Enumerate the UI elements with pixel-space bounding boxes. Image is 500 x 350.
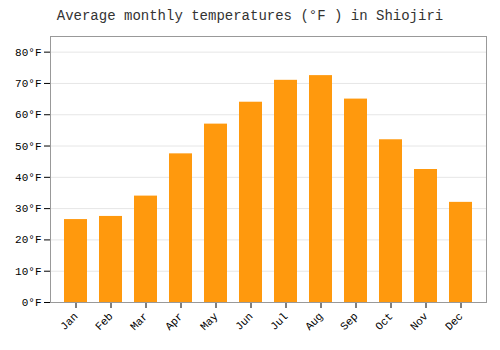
svg-text:Mar: Mar — [128, 310, 150, 332]
svg-text:Jun: Jun — [233, 310, 255, 332]
svg-text:80°F: 80°F — [15, 47, 41, 59]
svg-text:0°F: 0°F — [22, 297, 42, 309]
svg-text:Jan: Jan — [58, 310, 80, 332]
svg-text:30°F: 30°F — [15, 203, 41, 215]
html-text:Average monthly temperatures (: Average monthly temperatures (°F ) in Sh… — [56, 8, 444, 24]
svg-text:40°F: 40°F — [15, 172, 41, 184]
svg-text:Dec: Dec — [443, 310, 465, 332]
svg-text:60°F: 60°F — [15, 109, 41, 121]
svg-text:70°F: 70°F — [15, 78, 41, 90]
svg-text:10°F: 10°F — [15, 266, 41, 278]
svg-text:Jul: Jul — [268, 310, 290, 332]
svg-text:Sep: Sep — [338, 310, 360, 332]
svg-text:Nov: Nov — [408, 310, 431, 333]
svg-text:Oct: Oct — [373, 310, 395, 332]
svg-text:20°F: 20°F — [15, 234, 41, 246]
svg-text:50°F: 50°F — [15, 141, 41, 153]
svg-text:May: May — [198, 310, 221, 333]
svg-text:Feb: Feb — [93, 310, 115, 332]
svg-text:Aug: Aug — [303, 310, 325, 332]
svg-text:Apr: Apr — [163, 310, 185, 332]
